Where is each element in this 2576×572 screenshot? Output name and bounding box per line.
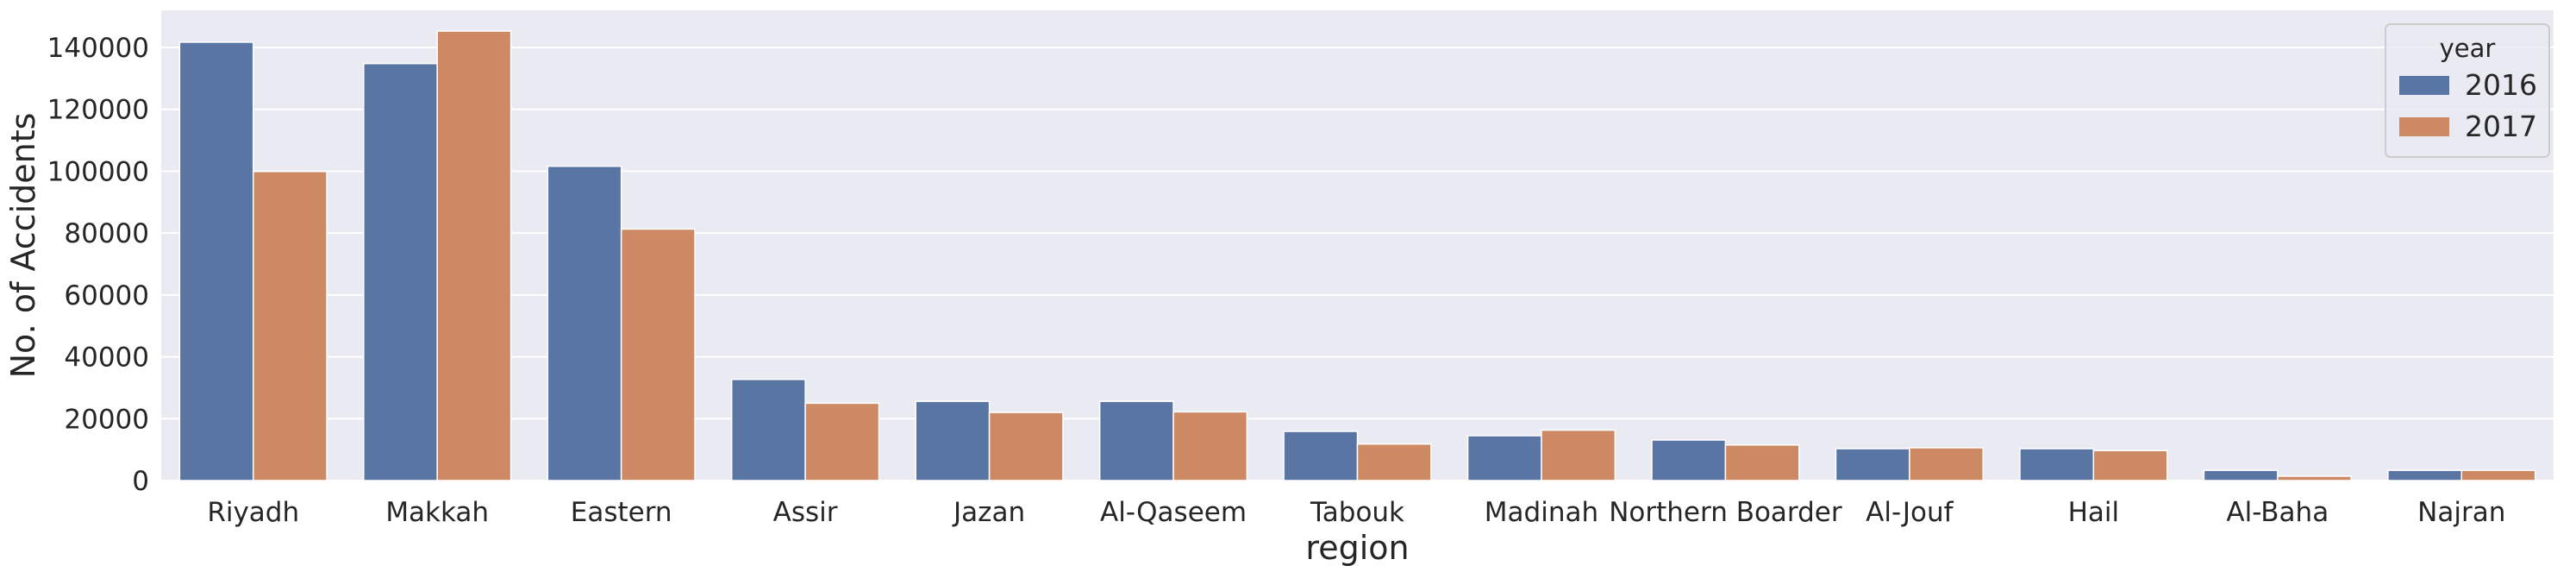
plot-area (161, 10, 2554, 481)
x-tick-label: Makkah (385, 497, 489, 528)
bar-2017-northern-boarder (1724, 444, 1800, 481)
bar-2017-eastern (620, 228, 696, 481)
bar-2017-riyadh (252, 171, 328, 481)
bar-2016-madinah (1466, 435, 1542, 481)
legend-label: 2016 (2465, 68, 2537, 102)
x-tick-label: Tabouk (1310, 497, 1404, 528)
bar-2016-eastern (547, 165, 622, 481)
x-tick-label: Madinah (1485, 497, 1598, 528)
x-tick-label: Riyadh (207, 497, 299, 528)
y-tick-label: 100000 (47, 156, 149, 187)
y-tick-labels: 0 20000 40000 60000 80000 100000 120000 140000 (47, 33, 149, 497)
x-tick-label: Al-Baha (2226, 497, 2329, 528)
x-tick-label: Jazan (952, 497, 1025, 528)
x-tick-label: Al-Qaseem (1100, 497, 1247, 528)
bar-2016-northern-boarder (1651, 439, 1727, 481)
bar-2017-al-jouf (1909, 447, 1985, 481)
x-tick-label: Al-Jouf (1866, 497, 1954, 528)
x-tick-label: Eastern (571, 497, 672, 528)
bar-2017-jazan (988, 412, 1064, 481)
bar-2016-al-qaseem (1098, 400, 1174, 481)
bar-2016-tabouk (1283, 431, 1359, 481)
x-tick-label: Assir (773, 497, 838, 528)
y-tick-label: 20000 (64, 404, 149, 435)
bar-2016-makkah (363, 62, 438, 481)
bar-2017-madinah (1541, 429, 1616, 481)
bar-2017-al-qaseem (1172, 411, 1248, 481)
y-tick-label: 60000 (64, 280, 149, 311)
bar-2016-al-baha (2203, 469, 2279, 481)
y-tick-label: 140000 (47, 33, 149, 64)
bar-2016-hail (2019, 448, 2095, 481)
legend-swatch (2399, 117, 2449, 136)
bar-2017-al-baha (2277, 475, 2352, 481)
y-tick-label: 0 (132, 466, 149, 497)
x-tick-label: Hail (2068, 497, 2120, 528)
bar-2016-jazan (915, 400, 991, 481)
legend-title: year (2440, 34, 2496, 63)
x-axis-label: region (1305, 529, 1409, 567)
y-tick-label: 40000 (64, 343, 149, 374)
legend-swatch (2399, 76, 2449, 95)
x-tick-label: Northern Boarder (1609, 497, 1842, 528)
bars (178, 30, 2536, 481)
bar-2016-assir (730, 379, 806, 481)
bar-2017-assir (804, 402, 880, 481)
x-tick-labels: Riyadh Makkah Eastern Assir Jazan Al-Qaseem Ta… (207, 497, 2505, 528)
legend: year 2016 2017 (2385, 23, 2550, 158)
bar-2017-najran (2460, 469, 2536, 481)
bar-2017-makkah (436, 30, 512, 481)
x-tick-label: Najran (2417, 497, 2505, 528)
bar-2016-al-jouf (1835, 448, 1910, 481)
bar-2017-tabouk (1356, 443, 1432, 481)
bar-2017-hail (2092, 449, 2168, 481)
y-axis-label: No. of Accidents (4, 113, 42, 379)
y-tick-label: 120000 (47, 95, 149, 126)
bar-2016-najran (2387, 469, 2463, 481)
y-tick-label: 80000 (64, 218, 149, 249)
legend-label: 2017 (2465, 110, 2537, 143)
bar-2016-riyadh (178, 41, 254, 481)
